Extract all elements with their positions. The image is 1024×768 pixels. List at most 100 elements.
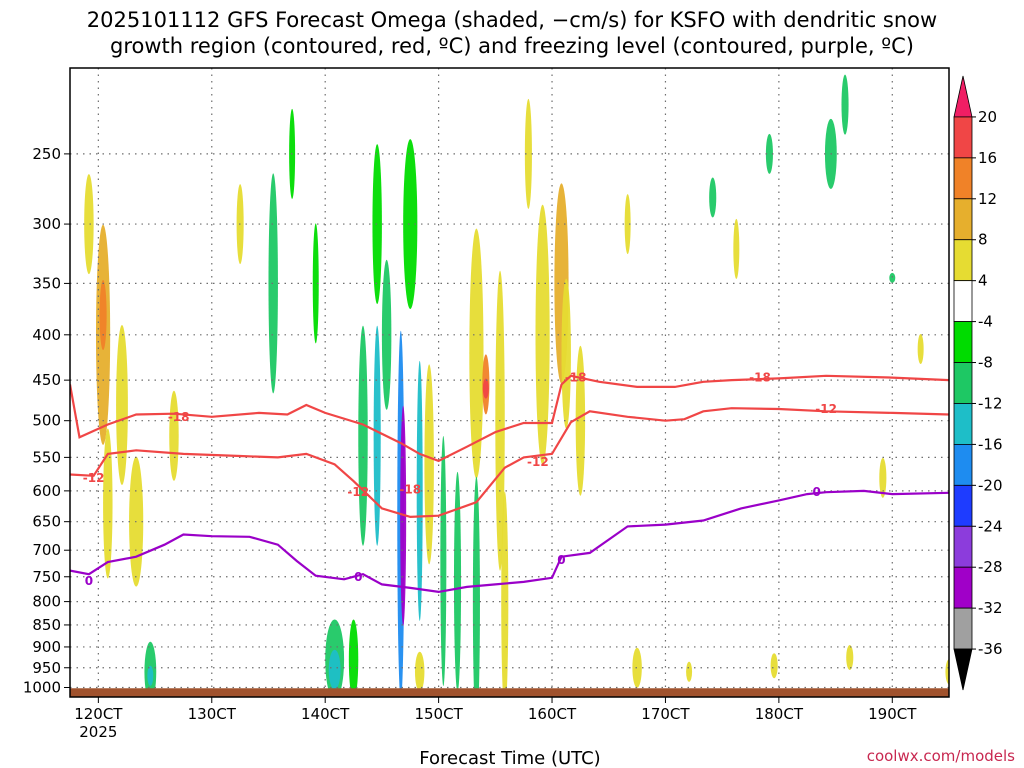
omega-cell — [624, 194, 631, 255]
contour-label: -18 — [168, 410, 190, 424]
colorbar-segment — [953, 362, 973, 404]
colorbar-label: 20 — [978, 108, 997, 126]
y-tick-label: 300 — [32, 215, 61, 233]
colorbar-label: -8 — [978, 354, 993, 372]
colorbar-segment — [953, 116, 973, 159]
omega-shading — [84, 74, 949, 697]
colorbar: 20 16 12 8 4 -4 -8 -12 -16 -20 -24 -28 -32 -36 — [953, 75, 1003, 691]
contour-label: 0 — [812, 485, 820, 499]
contour-label: 0 — [85, 574, 93, 588]
colorbar-label: 4 — [978, 272, 988, 290]
omega-cell — [103, 428, 113, 579]
omega-cell — [846, 644, 854, 670]
omega-cell — [561, 278, 571, 429]
y-tick-label: 600 — [32, 482, 61, 500]
contour-label: -18 — [749, 371, 771, 385]
colorbar-label: 12 — [978, 190, 997, 208]
x-tick-label: 150CT — [414, 705, 463, 723]
omega-cell — [403, 139, 418, 310]
contour-label: -12 — [527, 455, 549, 469]
y-tick-label: 350 — [32, 274, 61, 292]
omega-cell — [841, 74, 849, 135]
colorbar-segment — [953, 566, 973, 609]
y-tick-label: 250 — [32, 145, 61, 163]
x-tick-label: 140CT — [301, 705, 350, 723]
omega-cell — [147, 665, 154, 686]
y-tick-label: 550 — [32, 448, 61, 466]
omega-cell — [116, 324, 128, 485]
contour-label: -18 — [565, 371, 587, 385]
omega-cell — [453, 471, 462, 692]
omega-cell — [889, 272, 896, 283]
contour-label: -18 — [399, 483, 421, 497]
colorbar-segment — [953, 484, 973, 527]
x-axis-year: 2025 — [79, 723, 117, 741]
omega-cell — [709, 177, 717, 218]
contour-line — [70, 374, 949, 463]
y-axis: 250 300 350 400 450 500 550 600 650 700 750 800 850 9… — [23, 145, 70, 696]
chart-title-line1: 2025101112 GFS Forecast Omega (shaded, −… — [86, 8, 938, 32]
omega-cell — [268, 173, 278, 394]
omega-cell — [765, 133, 773, 174]
contour-lines: -18 -18 -18 -18 -12 -12 -12 -12 0 0 0 0 — [70, 371, 949, 594]
x-axis: 120CT 130CT 140CT 150CT 160CT 170CT 180CT 190CT… — [74, 697, 917, 741]
omega-cell — [632, 647, 642, 688]
contour-label: -12 — [347, 485, 369, 499]
omega-cell — [770, 653, 778, 679]
y-tick-label: 800 — [32, 593, 61, 611]
x-tick-label: 170CT — [641, 705, 690, 723]
y-tick-label: 900 — [32, 638, 61, 656]
omega-cell — [469, 228, 484, 479]
omega-cell — [312, 223, 319, 344]
contour-label: -12 — [815, 402, 837, 416]
omega-cell — [917, 333, 924, 364]
omega-cell — [501, 491, 509, 697]
omega-cell — [373, 325, 381, 546]
credit-text: coolwx.com/models — [867, 747, 1015, 765]
y-tick-label: 1000 — [23, 678, 61, 696]
x-tick-label: 160CT — [528, 705, 577, 723]
plot-frame — [69, 67, 950, 698]
omega-cell — [945, 659, 949, 685]
omega-cell — [733, 218, 740, 279]
omega-cell — [381, 259, 392, 410]
colorbar-label: -36 — [978, 640, 1003, 658]
x-axis-label: Forecast Time (UTC) — [419, 748, 600, 768]
omega-cell — [328, 649, 341, 690]
omega-cell — [348, 619, 359, 697]
omega-cell — [358, 325, 368, 546]
omega-cell — [440, 436, 447, 687]
colorbar-segment — [953, 198, 973, 241]
colorbar-segment — [953, 280, 973, 322]
colorbar-segment — [953, 157, 973, 200]
omega-cell — [524, 98, 532, 209]
colorbar-segment — [953, 443, 973, 486]
omega-cell — [535, 204, 550, 465]
contour-line — [70, 407, 949, 519]
contour-label: 0 — [557, 553, 565, 567]
omega-cell — [424, 364, 434, 565]
omega-cell — [169, 390, 179, 481]
x-tick-label: 190CT — [868, 705, 917, 723]
y-tick-label: 850 — [32, 616, 61, 634]
colorbar-label: -32 — [978, 599, 1003, 617]
contour-line — [70, 489, 949, 594]
colorbar-label: -20 — [978, 476, 1003, 494]
colorbar-segment — [953, 403, 973, 445]
colorbar-label: 8 — [978, 231, 988, 249]
colorbar-segment — [953, 607, 973, 650]
y-tick-label: 750 — [32, 568, 61, 586]
colorbar-label: -28 — [978, 558, 1003, 576]
omega-cell — [416, 360, 423, 621]
omega-cell — [879, 457, 887, 498]
y-tick-label: 500 — [32, 412, 61, 430]
omega-cell — [686, 661, 693, 682]
omega-cell — [372, 144, 382, 305]
colorbar-label: -16 — [978, 435, 1003, 453]
contour-label: 0 — [354, 570, 362, 584]
omega-cell — [414, 651, 425, 692]
omega-cell — [84, 174, 94, 275]
colorbar-label: -24 — [978, 517, 1003, 535]
y-tick-label: 950 — [32, 659, 61, 677]
